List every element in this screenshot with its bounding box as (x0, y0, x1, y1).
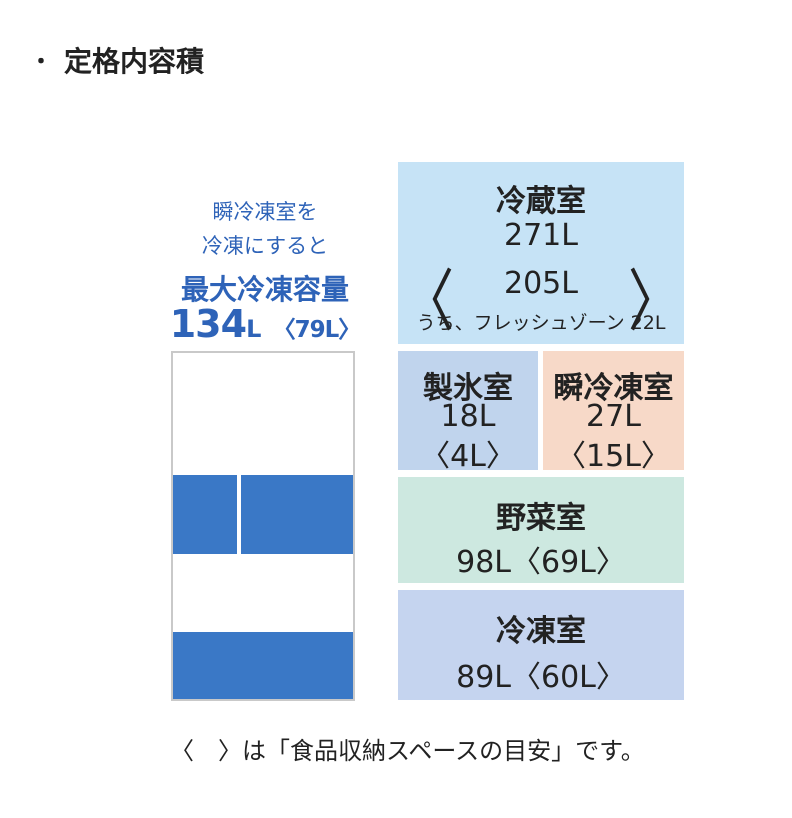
footnote-bracket-close: 〉 (218, 737, 242, 765)
max-freeze-unit: L (246, 315, 261, 343)
section-title: 定格内容積 (64, 45, 205, 78)
fridge-bracket-open: 〈 (402, 263, 455, 342)
footnote-bracket-open: 〈 (170, 737, 194, 765)
freezer-name: 冷凍室 (496, 614, 586, 649)
bullet-icon: ・ (30, 50, 53, 75)
footnote-text: は「食品収納スペースの目安」です。 (242, 737, 645, 765)
ice-total: 18L (440, 399, 496, 434)
max-freeze-number: 134 (169, 302, 247, 346)
fridge-note: うち、フレッシュゾーン 22L (416, 312, 666, 334)
illustration-ice-compartment (173, 475, 237, 554)
max-freeze-capacity: 134L 〈79L〉 (160, 302, 370, 346)
illustration-divider (237, 475, 241, 554)
fridge-bracket-close: 〉 (627, 263, 680, 342)
compartment-quick-freeze: 瞬冷凍室 27L 〈15L〉 (543, 351, 684, 474)
section-heading: ・ 定格内容積 (30, 40, 204, 80)
quick-freeze-total: 27L (586, 399, 641, 434)
fridge-illustration (171, 351, 355, 701)
compartment-fridge: 冷蔵室 271L 205L うち、フレッシュゾーン 22L 〈 〉 (398, 162, 684, 344)
fridge-name: 冷蔵室 (496, 184, 586, 219)
max-freeze-sub: 〈79L〉 (272, 317, 362, 343)
compartment-freezer: 冷凍室 89L〈60L〉 (398, 590, 684, 700)
callout-line-1: 瞬冷凍室を (212, 200, 318, 224)
ice-name: 製氷室 (423, 371, 513, 406)
callout-line-3: 最大冷凍容量 (180, 273, 349, 306)
vegetable-name: 野菜室 (496, 501, 586, 536)
callout-line-2: 冷凍にすると (201, 234, 329, 258)
fridge-sub: 205L (504, 266, 578, 301)
illustration-freezer-compartment (173, 632, 353, 699)
footnote: 〈〉は「食品収納スペースの目安」です。 (170, 731, 645, 766)
vegetable-total: 98L〈69L〉 (456, 545, 626, 580)
freezer-total: 89L〈60L〉 (456, 660, 626, 695)
compartment-vegetable: 野菜室 98L〈69L〉 (398, 477, 684, 583)
fridge-total: 271L (504, 218, 578, 253)
compartment-ice: 製氷室 18L 〈4L〉 (398, 351, 538, 474)
illustration-quick-freeze-compartment (241, 475, 353, 554)
ice-sub: 〈4L〉 (420, 439, 516, 474)
quick-freeze-sub: 〈15L〉 (556, 439, 671, 474)
quick-freeze-name: 瞬冷凍室 (553, 371, 674, 406)
